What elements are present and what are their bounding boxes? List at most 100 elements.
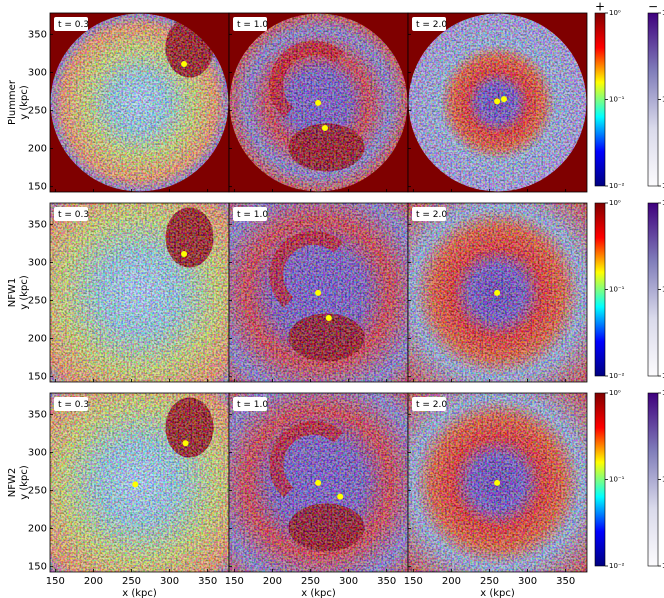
time-label-box xyxy=(412,397,446,411)
time-label: t = 0.3 xyxy=(58,210,89,220)
noise xyxy=(50,203,229,382)
colorbar-tick-label: 10⁰ xyxy=(609,389,621,397)
panel xyxy=(229,393,408,572)
time-label-box xyxy=(233,207,267,221)
marker xyxy=(181,61,188,68)
x-tick-label: 150 xyxy=(46,576,65,587)
marker xyxy=(337,493,344,500)
time-label-box xyxy=(233,397,267,411)
y-tick-label: 250 xyxy=(28,105,47,116)
colorbar-tick-label: 10⁻¹ xyxy=(662,96,664,104)
colorbar xyxy=(647,202,659,377)
y-tick-label: 150 xyxy=(28,182,47,193)
y-tick-label: 350 xyxy=(28,29,47,40)
y-tick-label: 350 xyxy=(28,219,47,230)
time-label: t = 2.0 xyxy=(416,210,447,220)
time-label: t = 1.0 xyxy=(237,210,268,220)
y-tick-label: 250 xyxy=(28,485,47,496)
marker xyxy=(494,289,501,296)
colorbar-tick-label: 10⁻¹ xyxy=(609,476,625,484)
time-label: t = 2.0 xyxy=(416,20,447,30)
time-label: t = 0.3 xyxy=(58,20,89,30)
time-label-box xyxy=(412,207,446,221)
colorbar-tick-label: 10⁻² xyxy=(609,562,625,570)
colorbar xyxy=(647,12,659,187)
x-tick-label: 350 xyxy=(198,576,217,587)
x-tick-label: 350 xyxy=(377,576,396,587)
panel xyxy=(50,203,229,382)
time-label-box xyxy=(54,397,88,411)
y-tick-label: 300 xyxy=(28,447,47,458)
x-axis-label: x (kpc) xyxy=(480,588,515,598)
panel-frame xyxy=(407,12,588,193)
colorbar-tick-label: 10⁻¹ xyxy=(662,476,664,484)
colorbar xyxy=(594,392,606,567)
marker xyxy=(315,289,322,296)
colorbar-tick-label: 10⁻² xyxy=(662,562,664,570)
colorbar-tick-label: 10⁰ xyxy=(662,389,664,397)
y-tick-label: 250 xyxy=(28,295,47,306)
colorbar-label: − xyxy=(648,0,658,14)
time-label-box xyxy=(54,207,88,221)
y-tick-label: 350 xyxy=(28,409,47,420)
y-tick-label: 150 xyxy=(28,372,47,383)
y-axis-label: y (kpc) xyxy=(19,275,30,310)
y-axis-label: y (kpc) xyxy=(19,85,30,120)
panel xyxy=(229,13,408,192)
marker xyxy=(315,479,322,486)
y-tick-label: 200 xyxy=(28,144,47,155)
colorbar-tick-label: 10⁰ xyxy=(662,9,664,17)
y-tick-label: 300 xyxy=(28,257,47,268)
marker xyxy=(494,98,501,105)
colorbar-tick-label: 10⁻¹ xyxy=(662,286,664,294)
row-label: NFW2 xyxy=(7,468,18,497)
x-tick-label: 150 xyxy=(225,576,244,587)
y-tick-label: 200 xyxy=(28,334,47,345)
time-label-box xyxy=(233,17,267,31)
colorbar-label: + xyxy=(595,0,605,14)
x-tick-label: 200 xyxy=(263,576,282,587)
panel xyxy=(50,393,229,572)
x-tick-label: 250 xyxy=(480,576,499,587)
marker xyxy=(181,251,188,258)
colorbar-tick-label: 10⁰ xyxy=(662,199,664,207)
colorbar xyxy=(594,12,606,187)
row-label: Plummer xyxy=(7,79,18,125)
x-tick-label: 150 xyxy=(404,576,423,587)
x-tick-label: 300 xyxy=(160,576,179,587)
time-label: t = 1.0 xyxy=(237,20,268,30)
colorbar-tick-label: 10⁻² xyxy=(609,372,625,380)
colorbar-tick-label: 10⁻² xyxy=(662,372,664,380)
colorbar-tick-label: 10⁻² xyxy=(609,182,625,190)
y-tick-label: 150 xyxy=(28,562,47,573)
x-tick-label: 250 xyxy=(122,576,141,587)
time-label-box xyxy=(54,17,88,31)
marker xyxy=(182,440,189,447)
x-axis-label: x (kpc) xyxy=(301,588,336,598)
noise xyxy=(50,393,229,572)
time-label: t = 1.0 xyxy=(237,400,268,410)
colorbar xyxy=(594,202,606,377)
panel-frame xyxy=(407,202,588,383)
y-tick-label: 200 xyxy=(28,524,47,535)
colorbar-tick-label: 10⁻² xyxy=(662,182,664,190)
y-tick-label: 300 xyxy=(28,67,47,78)
y-axis-label: y (kpc) xyxy=(19,465,30,500)
x-axis-label: x (kpc) xyxy=(122,588,157,598)
colorbar-tick-label: 10⁰ xyxy=(609,199,621,207)
colorbar-tick-label: 10⁻¹ xyxy=(609,286,625,294)
colorbar-tick-label: 10⁻¹ xyxy=(609,96,625,104)
marker xyxy=(315,99,322,106)
x-tick-label: 250 xyxy=(301,576,320,587)
panel xyxy=(408,393,587,572)
marker xyxy=(494,479,501,486)
colorbar-tick-label: 10⁰ xyxy=(609,9,621,17)
x-tick-label: 200 xyxy=(84,576,103,587)
row-label: NFW1 xyxy=(7,278,18,307)
marker xyxy=(321,125,328,132)
marker xyxy=(132,481,139,488)
panel-frame xyxy=(407,392,588,573)
noise xyxy=(50,13,229,192)
x-tick-label: 200 xyxy=(442,576,461,587)
